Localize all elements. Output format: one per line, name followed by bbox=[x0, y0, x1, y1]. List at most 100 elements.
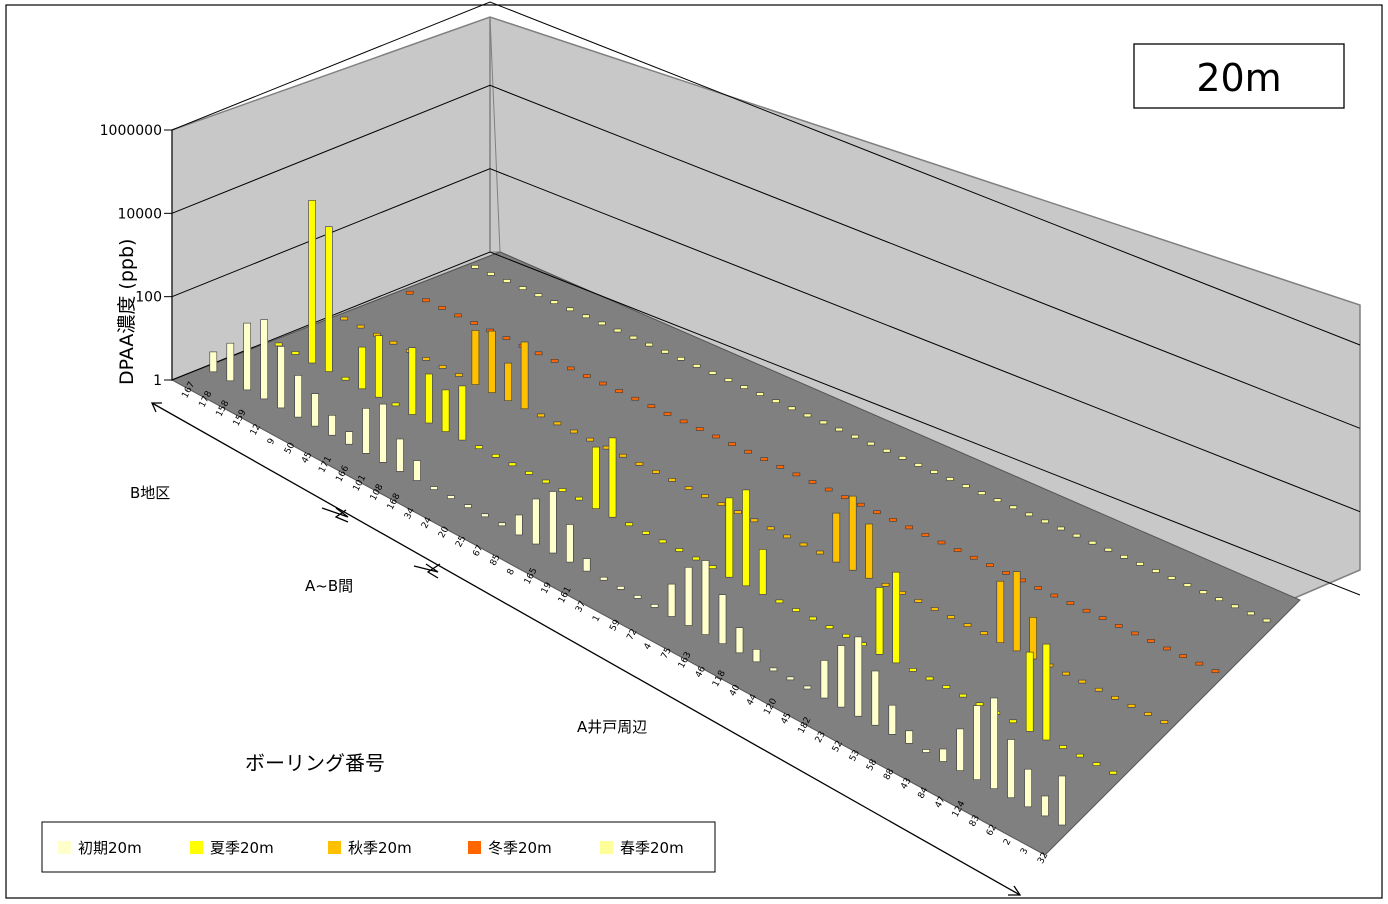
bar bbox=[438, 365, 447, 369]
x-tick-label: 24 bbox=[420, 515, 434, 530]
bar bbox=[914, 463, 923, 467]
bar bbox=[990, 697, 998, 789]
bar bbox=[1062, 671, 1070, 676]
bar bbox=[792, 608, 800, 612]
bar bbox=[340, 316, 349, 321]
bar bbox=[769, 667, 778, 672]
bar bbox=[504, 362, 513, 402]
bar bbox=[311, 393, 319, 427]
bar bbox=[717, 502, 726, 506]
x-tick-label: 59 bbox=[608, 618, 622, 633]
bar bbox=[775, 599, 784, 604]
bar bbox=[808, 616, 817, 621]
zone-label-b: B地区 bbox=[130, 484, 170, 502]
bar bbox=[1111, 695, 1119, 700]
bar bbox=[471, 330, 480, 385]
bar bbox=[583, 374, 591, 378]
bar bbox=[324, 226, 333, 372]
bar bbox=[541, 479, 550, 484]
bar bbox=[882, 448, 891, 453]
bar bbox=[635, 461, 644, 466]
bar bbox=[786, 676, 795, 681]
bar bbox=[1009, 505, 1018, 510]
x-tick-label: 37 bbox=[574, 600, 588, 615]
bar bbox=[956, 728, 965, 771]
bar bbox=[1195, 661, 1204, 666]
bar bbox=[514, 514, 523, 536]
bar bbox=[851, 434, 859, 439]
bar bbox=[840, 495, 849, 499]
bar bbox=[633, 595, 642, 599]
bar bbox=[1127, 703, 1136, 708]
bar bbox=[857, 502, 865, 507]
x-tick-label: 75 bbox=[660, 646, 674, 661]
bar bbox=[701, 494, 709, 498]
bar bbox=[1066, 601, 1075, 605]
bar bbox=[824, 487, 833, 492]
x-tick-label: 2 bbox=[1002, 837, 1014, 847]
bar bbox=[787, 406, 796, 411]
bar bbox=[996, 580, 1005, 644]
bar bbox=[566, 366, 575, 371]
bar bbox=[963, 623, 972, 627]
bar bbox=[569, 429, 578, 434]
bar bbox=[792, 472, 801, 477]
bar bbox=[475, 445, 483, 450]
bar bbox=[405, 290, 414, 295]
bar bbox=[803, 685, 812, 690]
x-axis-title: ボーリング番号 bbox=[245, 751, 385, 775]
zone-label-ab: A~B間 bbox=[305, 577, 353, 595]
y-tick-label: 1000000 bbox=[100, 123, 162, 139]
bar bbox=[1104, 547, 1113, 552]
bar bbox=[631, 396, 640, 401]
bar bbox=[1160, 720, 1169, 724]
bar bbox=[1050, 593, 1059, 598]
bar bbox=[481, 513, 489, 518]
gridline bbox=[171, 168, 1361, 513]
bar bbox=[937, 540, 946, 545]
bar bbox=[1042, 643, 1051, 741]
bar bbox=[582, 314, 590, 319]
bar bbox=[752, 648, 761, 663]
bar bbox=[661, 349, 669, 354]
bar bbox=[667, 583, 676, 617]
bar bbox=[695, 427, 704, 431]
bar bbox=[925, 676, 934, 681]
bar bbox=[1098, 616, 1107, 621]
bar bbox=[328, 414, 336, 436]
bar bbox=[977, 491, 986, 496]
bar bbox=[358, 346, 367, 390]
bar bbox=[914, 599, 923, 603]
x-tick-label: 8 bbox=[506, 567, 518, 577]
bar bbox=[712, 434, 720, 439]
bar bbox=[942, 685, 951, 689]
x-tick-label: 19 bbox=[540, 581, 554, 596]
bar bbox=[616, 585, 625, 590]
bar bbox=[708, 565, 717, 569]
bar bbox=[961, 484, 970, 488]
x-tick-label: 20 bbox=[437, 525, 451, 540]
bar bbox=[625, 522, 634, 527]
bar bbox=[756, 392, 764, 396]
bar bbox=[345, 431, 353, 445]
bar bbox=[615, 389, 624, 393]
bar bbox=[277, 346, 286, 409]
bar bbox=[458, 385, 467, 441]
x-tick-label: 23 bbox=[814, 730, 828, 745]
bar bbox=[1072, 533, 1081, 538]
bar bbox=[909, 668, 917, 672]
bar bbox=[692, 364, 701, 368]
bar bbox=[391, 402, 400, 407]
bar bbox=[718, 594, 727, 645]
bar bbox=[854, 636, 863, 717]
x-tick-label: 53 bbox=[848, 749, 862, 764]
bar bbox=[783, 534, 791, 539]
bar bbox=[209, 351, 218, 373]
bar bbox=[1183, 583, 1192, 587]
bar bbox=[525, 471, 533, 475]
bar bbox=[684, 566, 693, 626]
x-tick-label: 25 bbox=[454, 534, 468, 549]
bar bbox=[873, 510, 881, 515]
bar bbox=[776, 464, 785, 469]
bar bbox=[389, 340, 398, 345]
